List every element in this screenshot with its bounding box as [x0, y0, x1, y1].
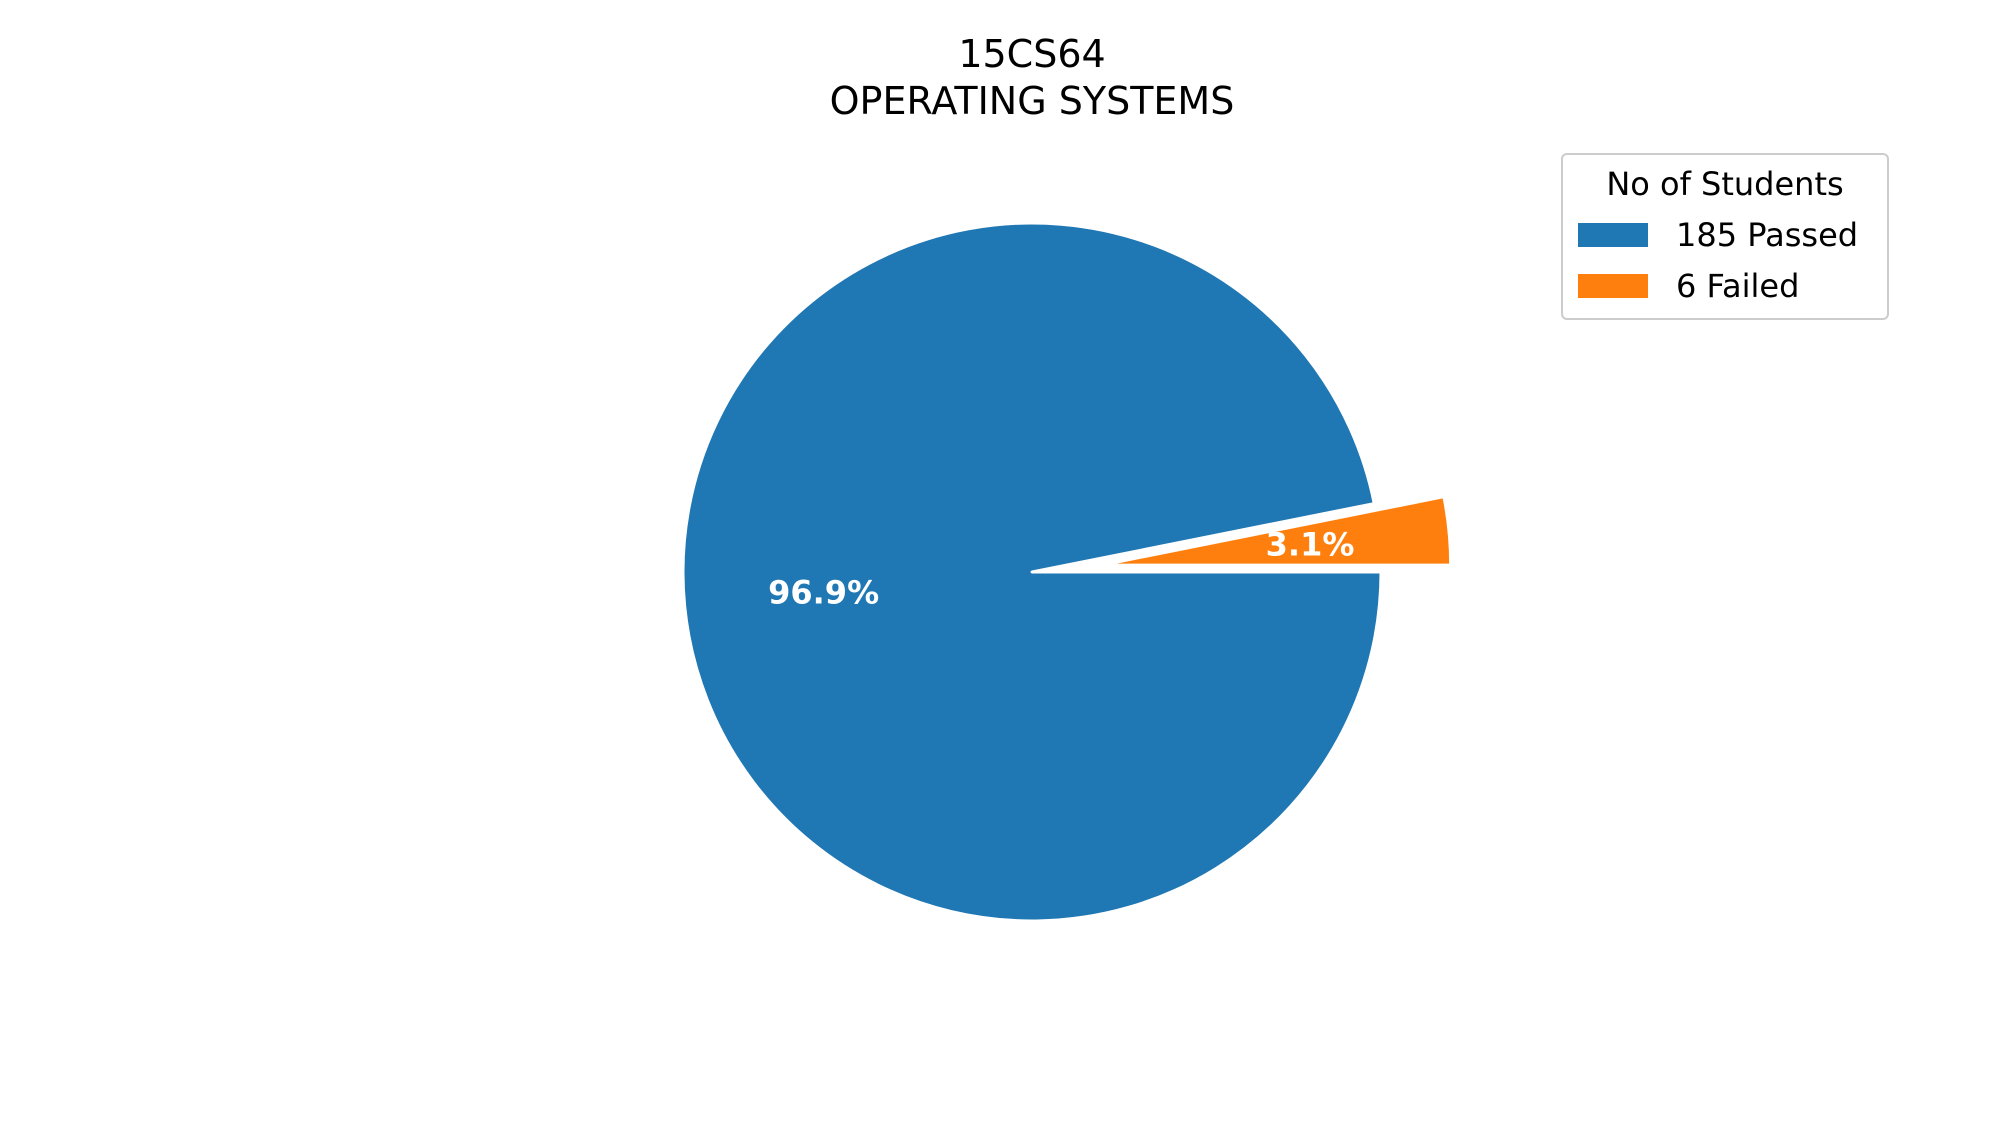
- legend-swatch-2: [1578, 274, 1648, 298]
- pie-percent-label-2: 3.1%: [1266, 525, 1355, 563]
- pie-percent-label-1: 96.9%: [768, 574, 879, 612]
- legend-label-1: 185 Passed: [1676, 216, 1858, 254]
- legend-label-2: 6 Failed: [1676, 267, 1799, 305]
- pie-slice-2: [1100, 495, 1453, 567]
- chart-title: 15CS64 OPERATING SYSTEMS: [830, 32, 1235, 123]
- legend-swatch-1: [1578, 223, 1648, 247]
- legend-title: No of Students: [1606, 165, 1843, 203]
- pie-slices: [681, 221, 1453, 923]
- chart-title-line-1: 15CS64: [958, 32, 1105, 76]
- legend: No of Students 185 Passed 6 Failed: [1561, 153, 1889, 320]
- pie-slice-1: [681, 221, 1383, 923]
- chart-title-line-2: OPERATING SYSTEMS: [830, 79, 1235, 123]
- pie-percent-labels: 96.9% 3.1%: [768, 525, 1354, 611]
